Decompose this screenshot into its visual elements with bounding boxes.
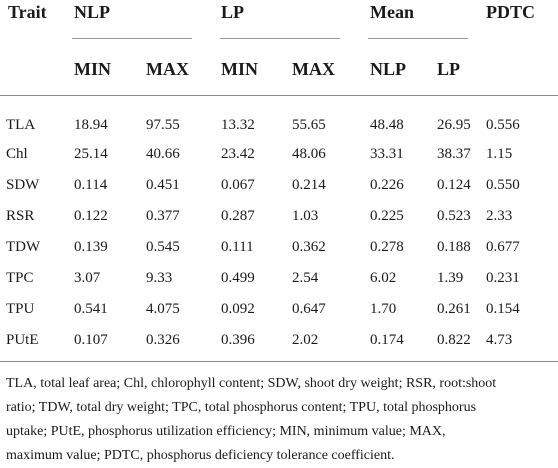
cell-trait: TLA <box>6 117 36 133</box>
cell-lp-min: 0.092 <box>221 301 255 317</box>
cell-lp-max: 55.65 <box>292 117 326 133</box>
cell-pdtc: 0.556 <box>486 117 520 133</box>
cell-pdtc: 2.33 <box>486 208 513 224</box>
cell-lp-max: 2.54 <box>292 270 319 286</box>
cell-mean-nlp: 0.278 <box>370 239 404 255</box>
footnote-line: maximum value; PDTC, phosphorus deficien… <box>6 448 395 463</box>
subheader-lp-max: MAX <box>292 59 335 79</box>
cell-lp-max: 48.06 <box>292 146 326 162</box>
mean-group-rule <box>368 38 468 39</box>
subheader-nlp-min: MIN <box>74 59 111 79</box>
cell-nlp-max: 40.66 <box>146 146 180 162</box>
cell-mean-lp: 0.822 <box>437 332 471 348</box>
cell-trait: TPU <box>6 301 35 317</box>
cell-lp-min: 13.32 <box>221 117 255 133</box>
header-mean: Mean <box>370 2 414 22</box>
cell-nlp-min: 0.541 <box>74 301 108 317</box>
cell-mean-lp: 0.261 <box>437 301 471 317</box>
lp-group-rule <box>220 38 340 39</box>
cell-mean-nlp: 6.02 <box>370 270 397 286</box>
cell-lp-max: 0.214 <box>292 177 326 193</box>
header-pdtc: PDTC <box>486 2 535 22</box>
cell-pdtc: 1.15 <box>486 146 513 162</box>
cell-nlp-max: 0.451 <box>146 177 180 193</box>
cell-lp-max: 0.647 <box>292 301 326 317</box>
nlp-group-rule <box>72 38 192 39</box>
cell-mean-lp: 0.124 <box>437 177 471 193</box>
cell-nlp-min: 0.107 <box>74 332 108 348</box>
subheader-lp-min: MIN <box>221 59 258 79</box>
cell-pdtc: 4.73 <box>486 332 513 348</box>
subheader-mean-lp: LP <box>437 59 461 79</box>
cell-lp-min: 0.287 <box>221 208 255 224</box>
cell-mean-lp: 38.37 <box>437 146 471 162</box>
cell-mean-nlp: 48.48 <box>370 117 404 133</box>
cell-nlp-min: 0.139 <box>74 239 108 255</box>
cell-nlp-max: 0.326 <box>146 332 180 348</box>
cell-mean-lp: 0.523 <box>437 208 471 224</box>
cell-pdtc: 0.154 <box>486 301 520 317</box>
cell-mean-lp: 0.188 <box>437 239 471 255</box>
footnote-line: ratio; TDW, total dry weight; TPC, total… <box>6 400 477 415</box>
cell-lp-min: 0.067 <box>221 177 255 193</box>
header-bottom-rule <box>0 95 558 96</box>
cell-lp-min: 0.111 <box>221 239 254 255</box>
cell-nlp-min: 0.122 <box>74 208 108 224</box>
cell-nlp-min: 18.94 <box>74 117 108 133</box>
header-lp: LP <box>221 2 245 22</box>
cell-mean-nlp: 33.31 <box>370 146 404 162</box>
table-bottom-rule <box>0 361 558 362</box>
cell-trait: SDW <box>6 177 40 193</box>
cell-nlp-min: 0.114 <box>74 177 108 193</box>
cell-mean-nlp: 0.226 <box>370 177 404 193</box>
cell-nlp-min: 3.07 <box>74 270 101 286</box>
cell-lp-max: 0.362 <box>292 239 326 255</box>
subheader-nlp-max: MAX <box>146 59 189 79</box>
cell-lp-min: 0.396 <box>221 332 255 348</box>
cell-nlp-max: 4.075 <box>146 301 180 317</box>
footnote-line: TLA, total leaf area; Chl, chlorophyll c… <box>6 376 497 391</box>
cell-nlp-min: 25.14 <box>74 146 108 162</box>
cell-lp-max: 1.03 <box>292 208 319 224</box>
footnote-line: uptake; PUtE, phosphorus utilization eff… <box>6 424 446 439</box>
subheader-mean-nlp: NLP <box>370 59 406 79</box>
cell-mean-nlp: 0.174 <box>370 332 404 348</box>
cell-mean-lp: 26.95 <box>437 117 471 133</box>
cell-mean-lp: 1.39 <box>437 270 464 286</box>
cell-trait: PUtE <box>6 332 39 348</box>
header-nlp: NLP <box>74 2 110 22</box>
cell-pdtc: 0.231 <box>486 270 520 286</box>
cell-lp-min: 23.42 <box>221 146 255 162</box>
cell-nlp-max: 0.377 <box>146 208 180 224</box>
cell-pdtc: 0.550 <box>486 177 520 193</box>
cell-mean-nlp: 0.225 <box>370 208 404 224</box>
cell-trait: Chl <box>6 146 28 162</box>
cell-trait: TDW <box>6 239 41 255</box>
cell-pdtc: 0.677 <box>486 239 520 255</box>
cell-trait: RSR <box>6 208 35 224</box>
cell-mean-nlp: 1.70 <box>370 301 397 317</box>
cell-lp-max: 2.02 <box>292 332 319 348</box>
cell-nlp-max: 97.55 <box>146 117 180 133</box>
cell-nlp-max: 9.33 <box>146 270 173 286</box>
cell-trait: TPC <box>6 270 34 286</box>
header-trait: Trait <box>8 2 47 22</box>
cell-nlp-max: 0.545 <box>146 239 180 255</box>
cell-lp-min: 0.499 <box>221 270 255 286</box>
